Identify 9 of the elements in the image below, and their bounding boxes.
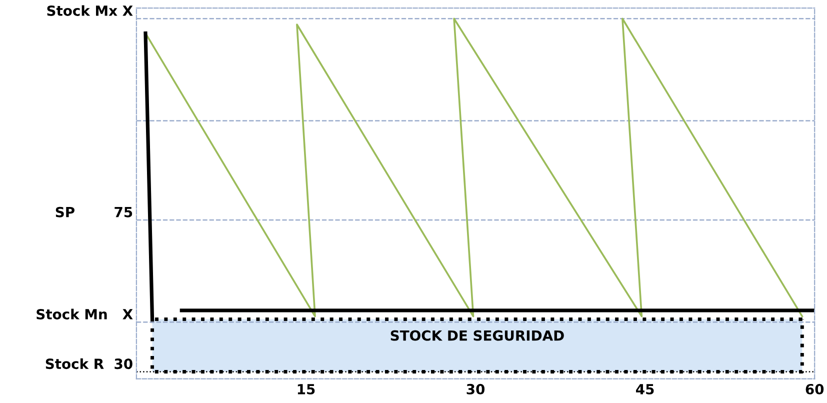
x-tick-label: 45 xyxy=(636,384,654,394)
x-tick-label: 15 xyxy=(298,384,315,394)
ref-line-label: Stock Mx X xyxy=(47,5,133,16)
x-tick-label: 30 xyxy=(466,384,485,394)
x-tick-label: 60 xyxy=(806,384,824,394)
ref-line-label: Stock R 30 xyxy=(46,358,132,370)
ref-line-label: Stock Mn X xyxy=(36,308,133,320)
ref-line-label: SP 75 xyxy=(56,206,132,218)
band-label: STOCK DE SEGURIDAD xyxy=(390,330,564,341)
